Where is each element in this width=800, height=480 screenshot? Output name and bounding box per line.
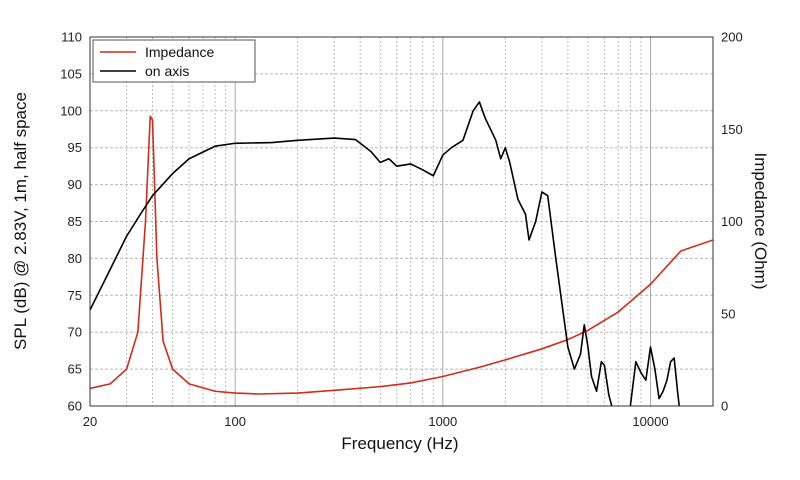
legend: Impedance on axis xyxy=(92,39,256,83)
y-axis-left-title: SPL (dB) @ 2.83V, 1m, half space xyxy=(11,92,30,350)
x-axis-title: Frequency (Hz) xyxy=(341,434,458,453)
y-right-tick-label: 0 xyxy=(721,399,728,414)
x-tick-label: 1000 xyxy=(428,414,457,429)
grid xyxy=(90,37,713,406)
y-left-tick-label: 80 xyxy=(68,251,82,266)
series-layer xyxy=(90,101,713,406)
x-tick-label: 20 xyxy=(83,414,97,429)
x-tick-label: 100 xyxy=(224,414,246,429)
legend-box xyxy=(92,39,256,83)
plot-frame xyxy=(89,36,714,407)
tick-labels: 60 65 70 75 80 85 90 95 100 105 110 0 50 100 150 200 20 1… xyxy=(60,30,742,430)
y-left-tick-label: 65 xyxy=(68,362,82,377)
legend-label-impedance: Impedance xyxy=(145,44,214,60)
y-right-tick-label: 150 xyxy=(721,122,743,137)
y-right-tick-label: 100 xyxy=(721,214,743,229)
y-left-tick-label: 105 xyxy=(60,66,82,81)
y-left-tick-label: 70 xyxy=(68,325,82,340)
y-right-tick-label: 50 xyxy=(721,306,735,321)
y-left-tick-label: 110 xyxy=(61,30,82,45)
y-right-tick-label: 200 xyxy=(721,30,743,45)
y-left-tick-label: 100 xyxy=(60,103,82,118)
y-left-tick-label: 60 xyxy=(68,399,82,414)
x-tick-label: 10000 xyxy=(632,414,668,429)
y-left-tick-label: 95 xyxy=(68,140,82,155)
series-line-on-axis xyxy=(90,101,680,406)
series-line-impedance xyxy=(90,115,713,395)
y-axis-right-title: Impedance (Ohm) xyxy=(751,153,770,290)
y-left-tick-label: 90 xyxy=(68,177,82,192)
legend-label-on-axis: on axis xyxy=(145,63,189,79)
y-left-tick-label: 75 xyxy=(68,288,82,303)
y-left-tick-label: 85 xyxy=(68,214,82,229)
